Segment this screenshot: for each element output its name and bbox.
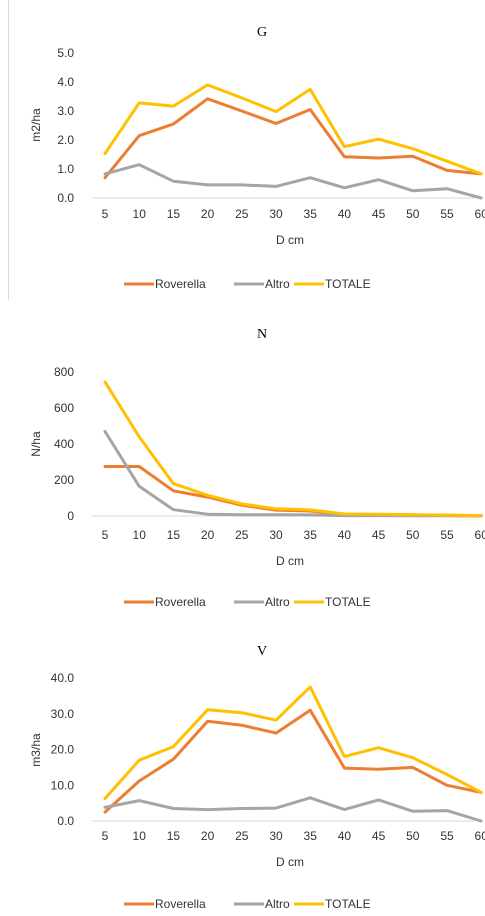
y-tick-label: 20.0 [51, 743, 75, 757]
panel-border [8, 0, 9, 300]
x-axis-label: D cm [276, 554, 304, 568]
x-tick-label: 40 [338, 207, 352, 221]
x-tick-label: 55 [440, 207, 454, 221]
legend-label-altro: Altro [265, 277, 290, 291]
legend-label-totale: TOTALE [325, 277, 371, 291]
x-tick-label: 55 [440, 528, 454, 542]
x-tick-label: 15 [167, 207, 181, 221]
y-tick-label: 30.0 [51, 707, 75, 721]
x-tick-label: 50 [406, 829, 420, 843]
x-tick-label: 20 [201, 829, 215, 843]
chart-g: Gm2/ha 0.0 1.0 2.0 3.0 4.0 5.0 5 10 15 20 25 30 35 40 4… [29, 25, 485, 291]
series-line-totale [103, 380, 483, 518]
y-tick-label: 0.0 [57, 814, 74, 828]
x-tick-label: 5 [102, 207, 109, 221]
x-tick-label: 15 [167, 528, 181, 542]
legend-label-roverella: Roverella [155, 277, 206, 291]
x-tick-label: 45 [372, 829, 386, 843]
legend-label-roverella: Roverella [155, 595, 206, 609]
x-axis-label: D cm [276, 855, 304, 869]
x-tick-label: 30 [269, 829, 283, 843]
x-tick-label: 45 [372, 207, 386, 221]
x-axis-label: D cm [276, 233, 304, 247]
x-tick-label: 60 [475, 528, 485, 542]
y-axis-label: N/ha [29, 431, 43, 457]
chart-title: N [257, 327, 267, 342]
legend-label-totale: TOTALE [325, 595, 371, 609]
legend-label-totale: TOTALE [325, 897, 371, 910]
x-tick-label: 15 [167, 829, 181, 843]
x-tick-label: 25 [235, 528, 249, 542]
legend-label-altro: Altro [265, 897, 290, 910]
legend-label-altro: Altro [265, 595, 290, 609]
x-tick-label: 5 [102, 528, 109, 542]
x-tick-label: 35 [304, 829, 318, 843]
chart-v: Vm3/ha 0.0 10.0 20.0 30.0 40.0 5 10 15 20 25 30 35 40… [29, 644, 485, 910]
x-tick-label: 30 [269, 207, 283, 221]
x-tick-label: 35 [304, 528, 318, 542]
x-tick-label: 55 [440, 829, 454, 843]
x-tick-label: 20 [201, 207, 215, 221]
y-tick-label: 3.0 [57, 104, 74, 118]
x-tick-label: 45 [372, 528, 386, 542]
y-tick-label: 200 [54, 473, 74, 487]
x-tick-label: 60 [475, 207, 485, 221]
y-tick-label: 0 [67, 509, 74, 523]
y-tick-label: 1.0 [57, 162, 74, 176]
x-tick-label: 10 [133, 829, 147, 843]
x-tick-label: 25 [235, 207, 249, 221]
x-tick-label: 50 [406, 528, 420, 542]
x-tick-label: 30 [269, 528, 283, 542]
series-line-altro [103, 163, 483, 200]
x-tick-label: 5 [102, 829, 109, 843]
series-line-roverella [103, 708, 483, 814]
y-tick-label: 400 [54, 437, 74, 451]
chart-title: G [257, 25, 267, 40]
x-tick-label: 20 [201, 528, 215, 542]
y-tick-label: 5.0 [57, 46, 74, 60]
y-axis-label: m3/ha [29, 733, 43, 767]
y-tick-label: 800 [54, 365, 74, 379]
series-line-altro [103, 796, 483, 823]
y-tick-label: 0.0 [57, 191, 74, 205]
y-tick-label: 10.0 [51, 778, 75, 792]
x-tick-label: 10 [133, 207, 147, 221]
x-tick-label: 25 [235, 829, 249, 843]
chart-n: N N/ha 0 200 400 600 800 5 10 15 20 25 30 35 40 45 50 55 6… [29, 327, 485, 609]
series-line-roverella [103, 97, 483, 180]
x-tick-label: 50 [406, 207, 420, 221]
series-line-totale [103, 83, 483, 176]
y-tick-label: 600 [54, 401, 74, 415]
x-tick-label: 40 [338, 528, 352, 542]
x-tick-label: 60 [475, 829, 485, 843]
legend-label-roverella: Roverella [155, 897, 206, 910]
x-tick-label: 40 [338, 829, 352, 843]
series-line-altro [103, 429, 483, 518]
y-tick-label: 2.0 [57, 133, 74, 147]
x-tick-label: 35 [304, 207, 318, 221]
y-tick-label: 40.0 [51, 671, 75, 685]
x-tick-label: 10 [133, 528, 147, 542]
chart-title: V [257, 644, 267, 659]
y-axis-label: m2/ha [29, 108, 43, 142]
y-tick-label: 4.0 [57, 75, 74, 89]
series-line-totale [103, 685, 483, 800]
